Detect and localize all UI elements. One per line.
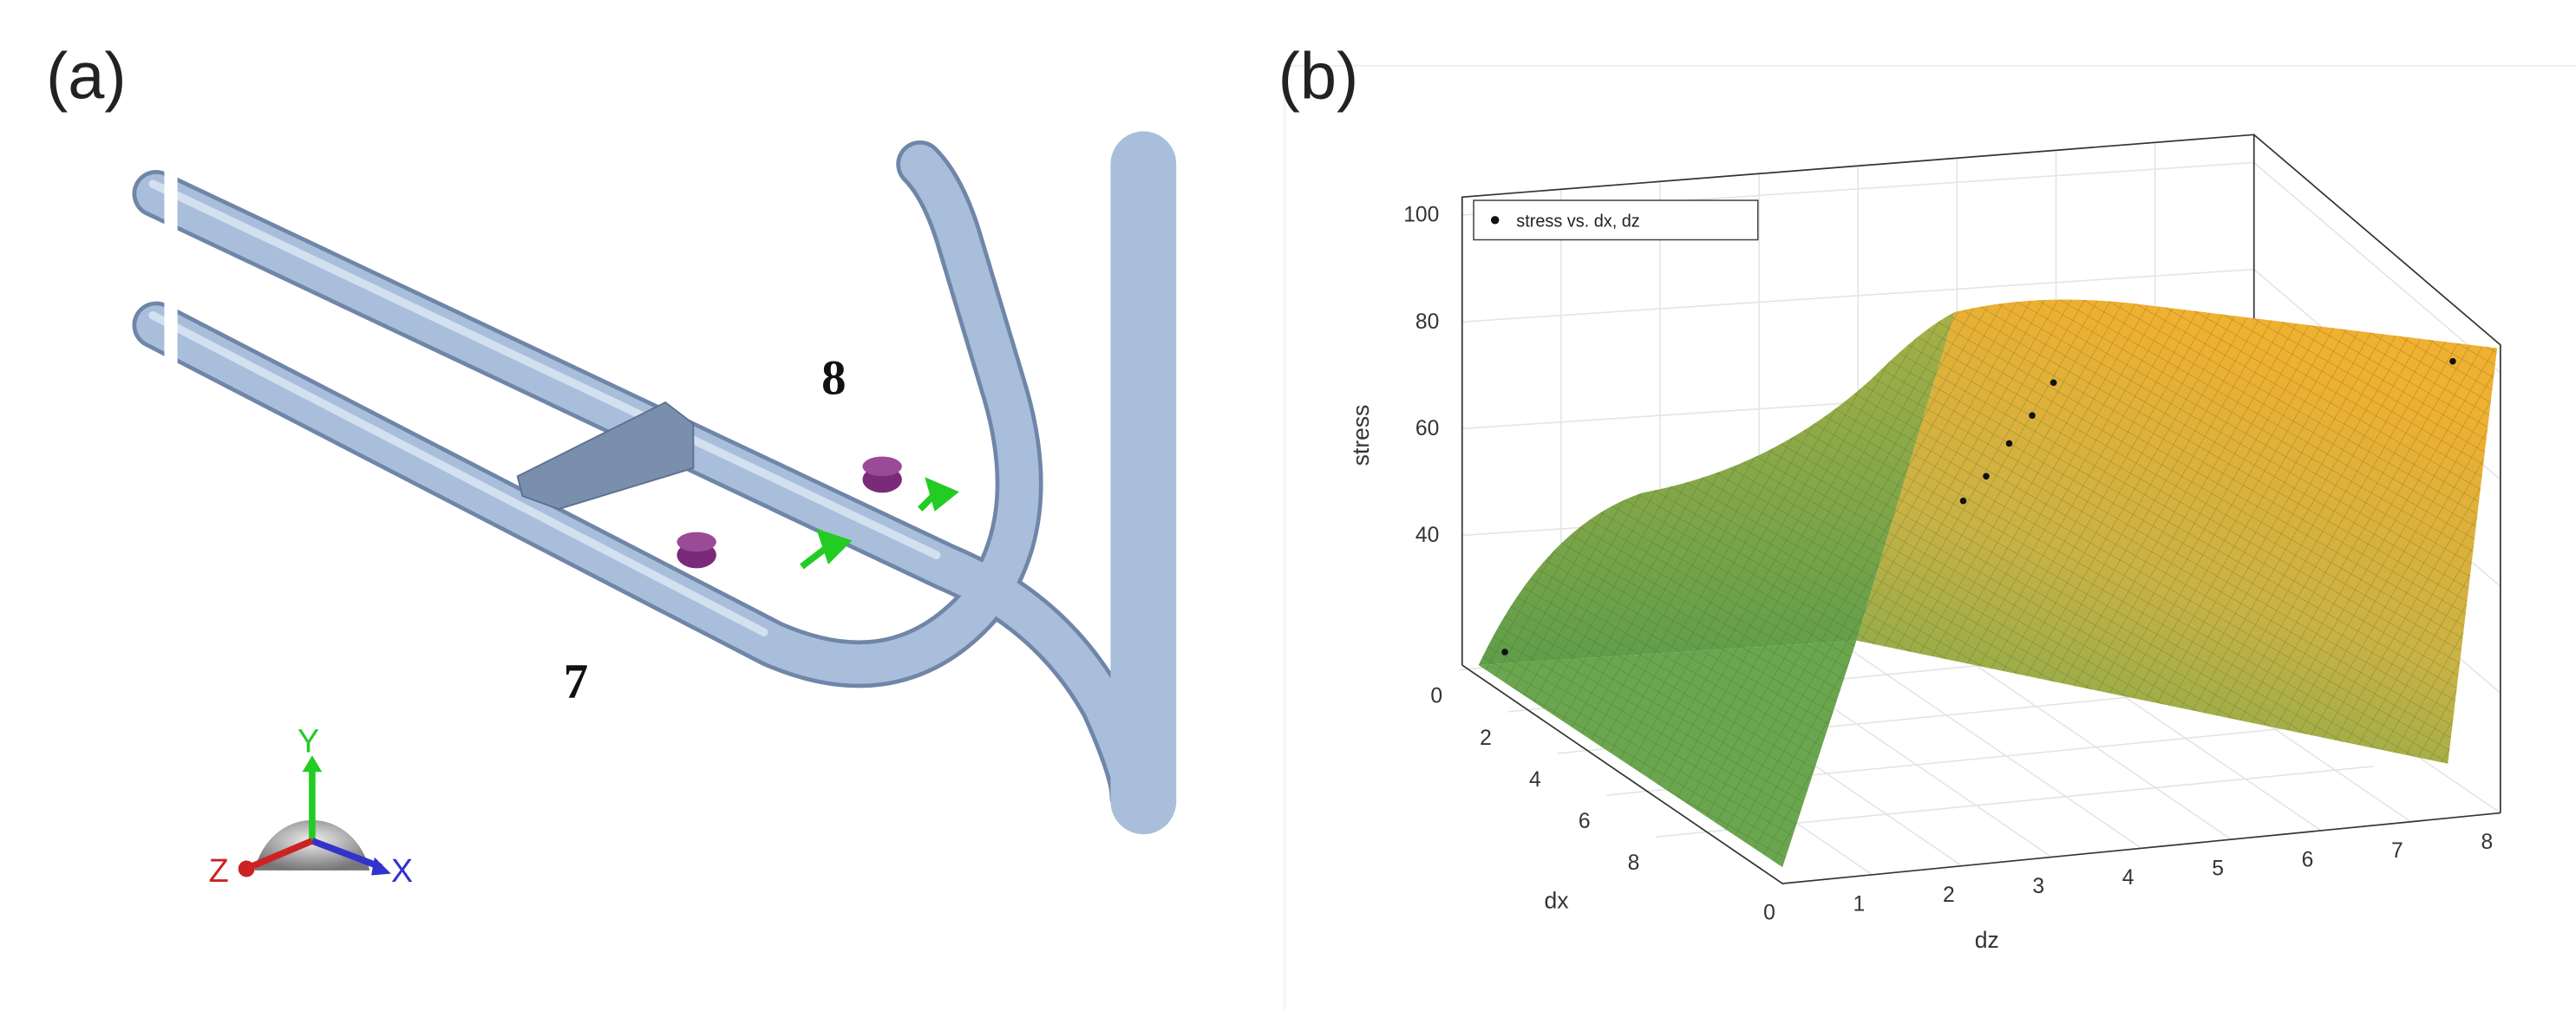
sample-points: [1501, 357, 2456, 656]
dz-tick-label: 4: [2122, 866, 2135, 890]
axis-label: stress: [1348, 405, 1374, 466]
triad-label: Z: [209, 853, 229, 890]
pipe-annotation: 8: [821, 351, 846, 406]
dx-tick-label: 0: [1430, 685, 1442, 708]
axis-triad: Y Z X: [209, 723, 414, 890]
support: [677, 456, 902, 569]
axis-label: dx: [1544, 887, 1568, 913]
dz-tick-label: 0: [1763, 902, 1775, 925]
z-tick-label: 80: [1415, 310, 1439, 334]
dz-tick-label: 3: [2032, 875, 2044, 898]
z-tick-label: 40: [1415, 524, 1439, 547]
dx-tick-label: 4: [1529, 768, 1541, 792]
dz-tick-label: 5: [2212, 858, 2224, 881]
surface: [1478, 299, 2498, 868]
z-tick-label: 60: [1415, 417, 1439, 440]
dx-tick-label: 2: [1480, 727, 1492, 750]
dz-tick-label: 2: [1943, 884, 1955, 907]
dz-tick-label: 8: [2481, 831, 2493, 854]
z-tick-label: 100: [1403, 204, 1439, 227]
dx-tick-label: 6: [1579, 810, 1591, 833]
triad-label: X: [391, 853, 413, 890]
axes-box: [1461, 664, 2501, 884]
pipe-render: 8 7 Y Z X: [132, 131, 1216, 903]
grid-line: [1821, 629, 2142, 849]
legend-label: stress vs. dx, dz: [1516, 212, 1639, 231]
dz-tick-label: 7: [2391, 839, 2403, 863]
panel-label: (b): [1278, 40, 1359, 114]
surface-plot: stress vs. dx, dz stress dx dz 406080100…: [1348, 134, 2501, 953]
dx-tick-label: 8: [1628, 851, 1640, 875]
dz-tick-label: 1: [1854, 892, 1866, 916]
pipe-annotation: 7: [564, 655, 588, 709]
legend: stress vs. dx, dz: [1473, 199, 1759, 241]
axis-label: dz: [1975, 927, 1999, 953]
triad-label: Y: [297, 723, 319, 760]
dz-tick-label: 6: [2302, 848, 2314, 871]
panel-label: (a): [46, 40, 127, 114]
